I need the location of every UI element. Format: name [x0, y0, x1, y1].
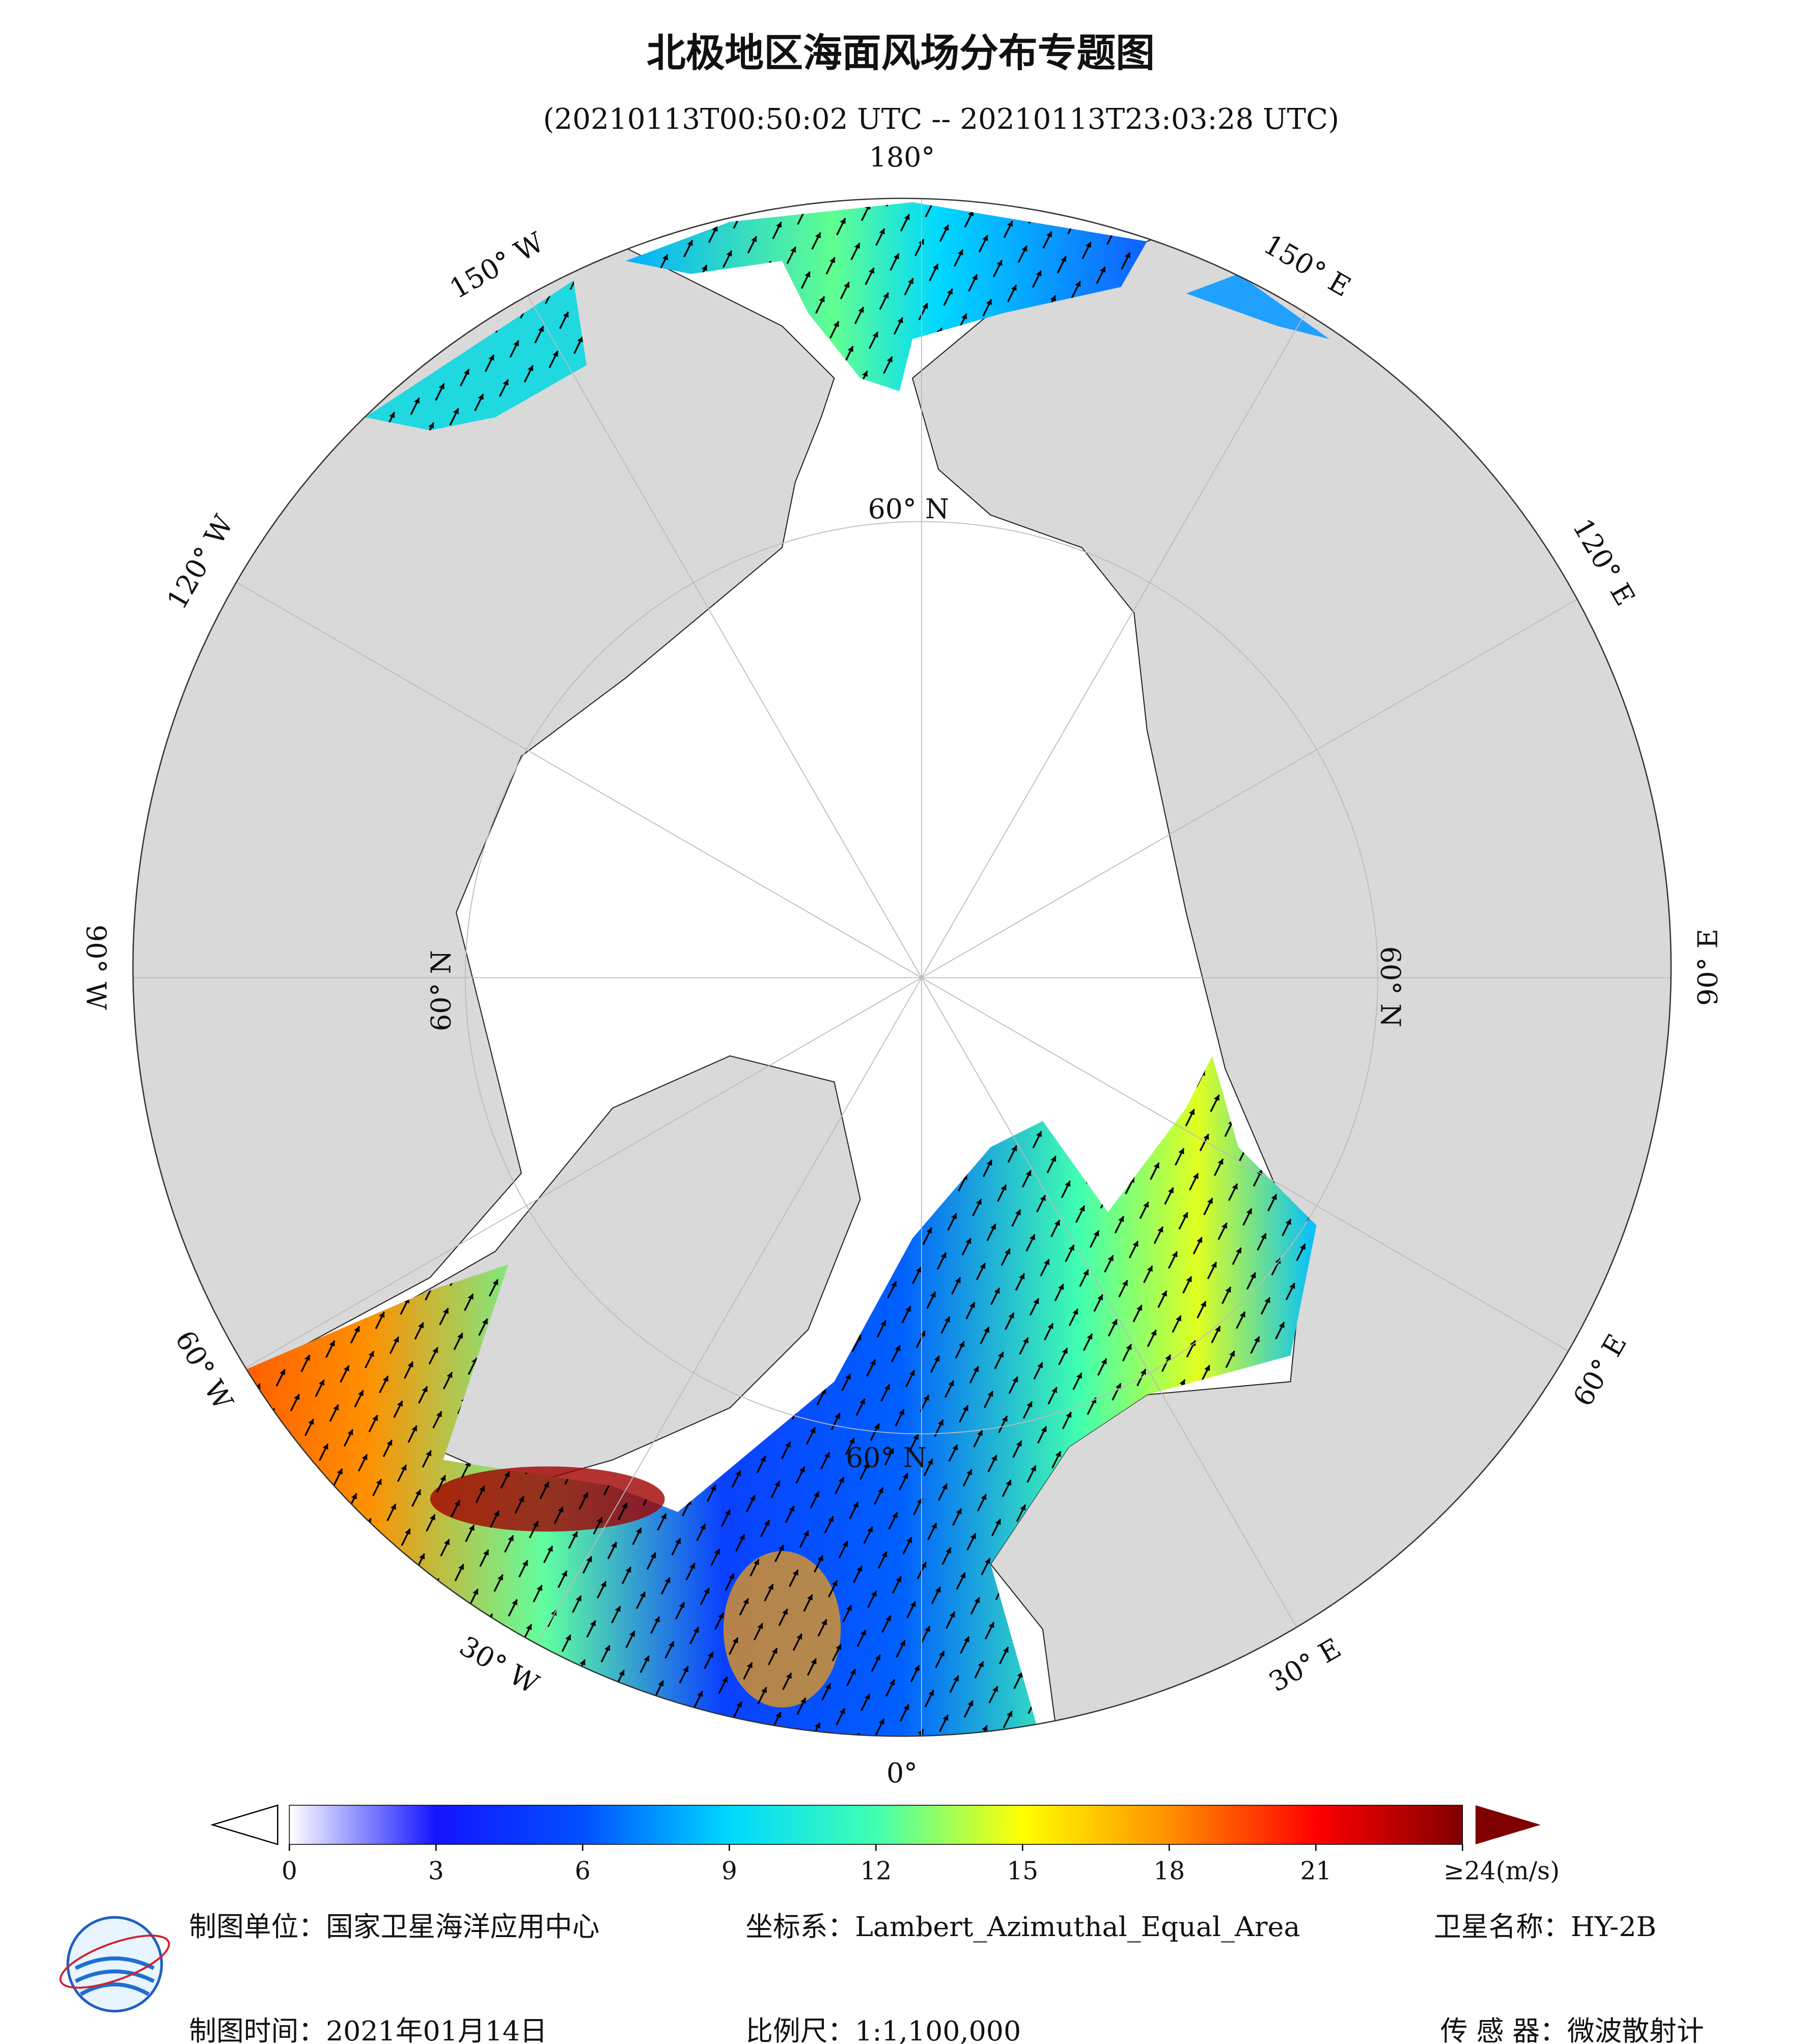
parallel: [465, 521, 1378, 1435]
logo: [59, 1916, 170, 2013]
colorbar-tick-label: 12: [860, 1857, 892, 1886]
colorbar-under: [210, 1804, 279, 1845]
lon-label: 150° E: [1258, 228, 1356, 303]
lon-label: 0°: [886, 1757, 918, 1789]
lon-label: 180°: [869, 141, 935, 173]
lon-label: 90° W: [80, 925, 112, 1010]
lon-label: 90° E: [1692, 929, 1724, 1006]
lon-label: 60° E: [1567, 1329, 1633, 1412]
footer-unit: 制图单位：国家卫星海洋应用中心: [189, 1911, 599, 1943]
lat-label: 60° N: [846, 1442, 927, 1474]
footer-date: 制图时间：2021年01月14日: [189, 2015, 547, 2044]
colorbar-tick-label: 21: [1300, 1857, 1331, 1886]
colorbar-tick-label: 15: [1007, 1857, 1038, 1886]
colorbar-tick-label: ≥24(m/s): [1444, 1857, 1560, 1886]
colorbar-over: [1475, 1805, 1541, 1844]
lon-label: 120° E: [1566, 513, 1641, 611]
footer-scale: 比例尺：1:1,100,000: [745, 2015, 1021, 2044]
footer-satellite: 卫星名称：HY-2B: [1434, 1911, 1656, 1943]
colorbar-tick-label: 18: [1153, 1857, 1185, 1886]
colorbar: 0 3 6 9 12 15 18 21 ≥24(m/s): [210, 1804, 1560, 1886]
colorbar-tick-label: 9: [721, 1857, 737, 1886]
colorbar-bar: [289, 1805, 1463, 1845]
lat-label: 60° N: [868, 493, 949, 525]
colorbar-tick-label: 6: [575, 1857, 591, 1886]
footer-sensor: 传 感 器：微波散射计: [1440, 2015, 1704, 2044]
lon-label: 30° E: [1263, 1632, 1346, 1698]
colorbar-tick-label: 0: [282, 1857, 297, 1886]
subtitle: (20210113T00:50:02 UTC -- 20210113T23:03…: [543, 103, 1340, 136]
greenland: [403, 1055, 861, 1487]
colorbar-tick-label: 3: [428, 1857, 444, 1886]
footer-crs: 坐标系：Lambert_Azimuthal_Equal_Area: [745, 1911, 1300, 1943]
lat-label: 60° N: [425, 950, 457, 1031]
wind-patch-okhotsk: [1186, 274, 1330, 340]
lat-label: 60° N: [1374, 946, 1406, 1027]
wind-arrows: [133, 202, 1317, 1737]
title: 北极地区海面风场分布专题图: [647, 31, 1155, 76]
map-border: [132, 198, 1672, 1737]
